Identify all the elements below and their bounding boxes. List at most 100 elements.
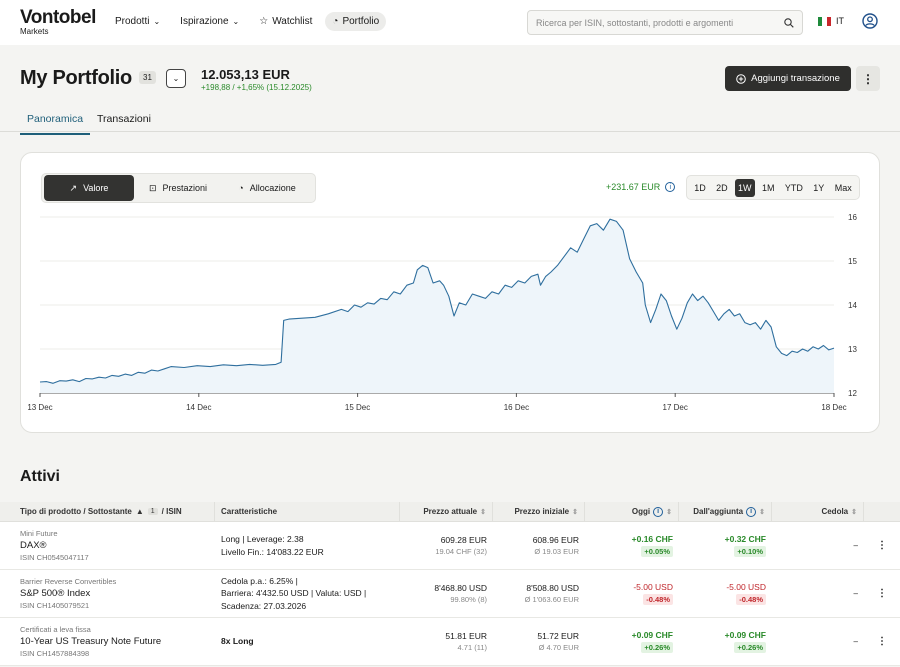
pie-chart-icon: ◔ [238,183,244,193]
info-icon[interactable]: i [665,182,676,192]
x-tick-label: 15 Dec [345,403,370,412]
product-name[interactable]: S&P 500® Index [20,588,91,599]
feature-line: Cedola p.a.: 6.25% | [221,576,298,587]
portfolio-dropdown-button[interactable]: ⌄ [166,69,186,88]
nav-prodotti[interactable]: Prodotti ⌄ [108,12,167,31]
italy-flag-icon [818,16,831,26]
range-1y[interactable]: 1Y [813,182,825,193]
product-cell[interactable]: Certificati a leva fissa 10-Year US Treas… [0,618,215,665]
mode-allocazione-label: Allocazione [249,183,296,193]
language-selector[interactable]: IT [818,16,844,26]
col-current-price[interactable]: Prezzo attuale ⇕ [400,501,493,522]
y-tick-label: 14 [848,301,857,310]
x-tick-label: 16 Dec [504,403,529,412]
nav-ispirazione-label: Ispirazione [180,16,229,27]
range-1w[interactable]: 1W [735,178,755,197]
today-change-pct: +0.05% [641,546,673,557]
current-price: 609.28 EUR [440,535,487,545]
more-vertical-icon[interactable]: ⋮ [877,636,887,647]
current-price-sub: 99.80% (8) [450,595,487,604]
initial-price-cell: 51.72 EUR Ø 4.70 EUR [493,618,585,665]
plus-circle-icon [736,73,746,84]
current-price-cell: 609.28 EUR 19.04 CHF (32) [400,522,493,569]
search-icon[interactable] [784,17,794,28]
info-icon[interactable]: i [653,506,664,517]
feature-line: 8x Long [221,636,254,647]
table-row[interactable]: Mini Future DAX® ISIN CH0545047117 Long | L… [0,522,900,570]
feature-line: Barriera: 4'432.50 USD | Valuta: USD | [221,588,367,599]
y-tick-label: 15 [848,257,857,266]
product-cell[interactable]: Mini Future DAX® ISIN CH0545047117 [0,522,215,569]
nav-portfolio-label: Portfolio [342,16,380,27]
table-row[interactable]: Barrier Reverse Convertibles S&P 500® Ind… [0,570,900,618]
row-actions: ⋮ [864,570,900,617]
table-row[interactable]: Certificati a leva fissa 10-Year US Treas… [0,618,900,666]
portfolio-value-chart[interactable]: 16 15 14 13 12 13 Dec 14 Dec 15 Dec 16 Dec 17 Dec… [21,153,881,434]
tab-panoramica[interactable]: Panoramica [20,111,91,135]
portfolio-total-value: 12.053,13 EUR [201,67,290,82]
col-initial-price-label: Prezzo iniziale [514,507,570,516]
current-price-sub: 19.04 CHF (32) [435,547,487,556]
initial-price-sub: Ø 1'063.60 EUR [524,595,579,604]
since-added-change: +0.32 CHF [724,534,766,544]
chart-gain-value: +231.67 EUR [606,182,661,192]
brand-logo[interactable]: Vontobel Markets [20,8,96,36]
x-tick-label: 18 Dec [821,403,846,412]
x-tick-label: 14 Dec [186,403,211,412]
current-price: 8'468.80 USD [434,583,487,593]
chevron-down-icon: ⌄ [172,74,180,83]
user-account-icon[interactable] [862,13,878,29]
range-max[interactable]: Max [834,182,852,193]
product-type: Certificati a leva fissa [20,625,91,634]
product-name[interactable]: DAX® [20,540,47,551]
today-change-cell: +0.09 CHF +0.26% [585,618,679,665]
sort-icon: ⇕ [851,508,857,516]
mode-prestazioni[interactable]: ⊡ Prestazioni [134,175,222,201]
nav-portfolio[interactable]: ◔ Portfolio [325,12,387,31]
today-change-cell: +0.16 CHF +0.05% [585,522,679,569]
search-input[interactable] [536,17,784,28]
col-coupon[interactable]: Cedola ⇕ [772,501,864,522]
col-today[interactable]: Oggi i ⇕ [585,501,679,522]
product-cell[interactable]: Barrier Reverse Convertibles S&P 500® Ind… [0,570,215,617]
coupon-cell: – [772,570,864,617]
range-1d[interactable]: 1D [694,182,706,193]
add-transaction-button[interactable]: Aggiungi transazione [725,66,851,91]
sort-icon: ⇕ [480,508,486,516]
mode-valore[interactable]: ↗ Valore [44,175,134,201]
mode-allocazione[interactable]: ◔ Allocazione [222,175,312,201]
today-change-pct: -0.48% [643,594,673,605]
col-since-added[interactable]: Dall'aggiunta i ⇕ [679,501,772,522]
sort-icon: ⇕ [759,508,765,516]
coupon-value: – [853,541,858,550]
since-added-cell: -5.00 USD -0.48% [679,570,772,617]
col-initial-price[interactable]: Prezzo iniziale ⇕ [493,501,585,522]
sort-icon: ⇕ [572,508,578,516]
initial-price: 8'508.80 USD [526,583,579,593]
more-vertical-icon[interactable]: ⋮ [877,540,887,551]
y-tick-label: 16 [848,213,857,222]
nav-watchlist-label: Watchlist [272,16,313,27]
chart-card: ↗ Valore ⊡ Prestazioni ◔ Allocazione +231.6… [20,152,880,433]
assets-title: Attivi [20,468,60,485]
col-type[interactable]: Tipo di prodotto / Sottostante ▲ 1 / ISI… [0,501,215,522]
search-bar [527,10,803,35]
more-vertical-icon: ⋮ [862,71,874,86]
more-options-button[interactable]: ⋮ [856,66,880,91]
tab-transazioni[interactable]: Transazioni [97,113,151,125]
nav-watchlist[interactable]: ☆ Watchlist [252,12,319,31]
range-ytd[interactable]: YTD [784,182,803,193]
range-2d[interactable]: 2D [716,182,728,193]
product-name[interactable]: 10-Year US Treasury Note Future [20,636,162,647]
features-cell: 8x Long [215,618,400,665]
col-actions [864,502,900,522]
nav-ispirazione[interactable]: Ispirazione ⌄ [173,12,246,31]
info-icon[interactable]: i [746,506,757,517]
chevron-down-icon: ⌄ [232,17,240,26]
row-actions: ⋮ [864,522,900,569]
more-vertical-icon[interactable]: ⋮ [877,588,887,599]
range-1m[interactable]: 1M [761,182,775,193]
series-line [39,218,835,384]
table-header: Tipo di prodotto / Sottostante ▲ 1 / ISI… [0,501,900,522]
coupon-cell: – [772,522,864,569]
